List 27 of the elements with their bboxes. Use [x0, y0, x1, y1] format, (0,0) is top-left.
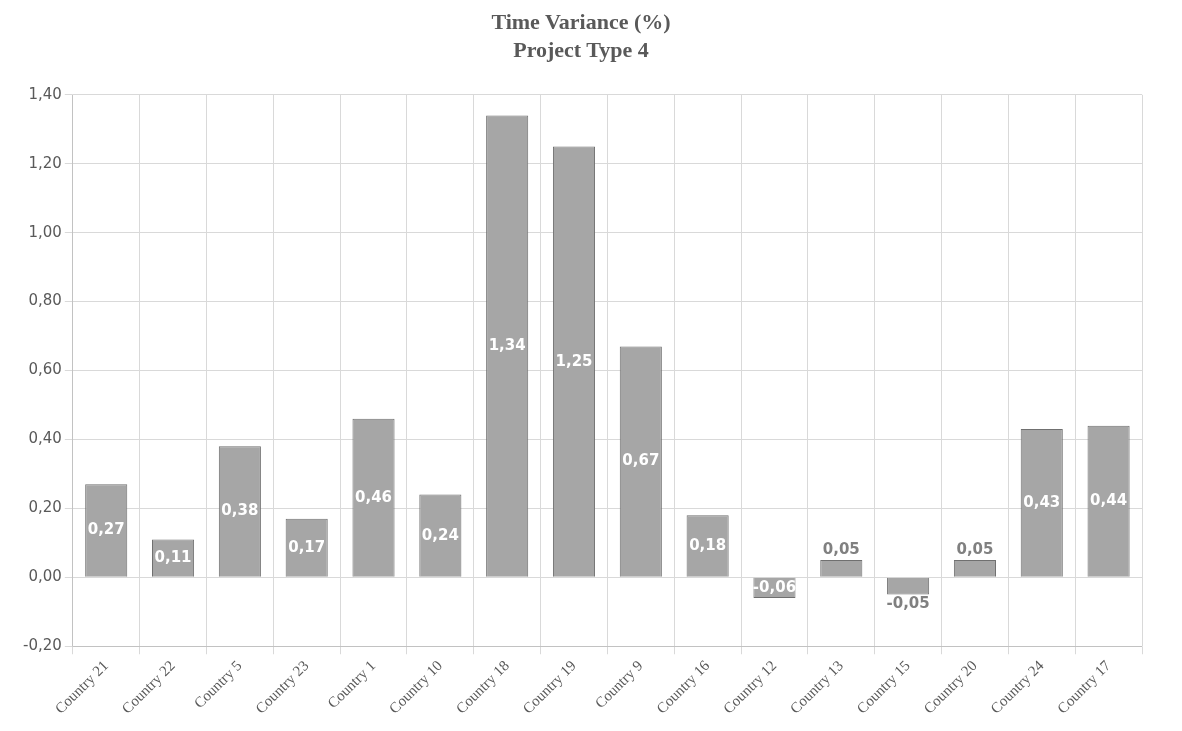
data-label: 0,24 [421, 525, 459, 544]
y-tick-label: 0,20 [28, 498, 62, 517]
data-label: -0,06 [752, 577, 797, 596]
data-label: 1,25 [555, 351, 593, 370]
y-tick-label: 1,00 [28, 222, 62, 241]
data-label: 0,18 [689, 535, 727, 554]
data-label: 0,44 [1090, 491, 1128, 510]
data-label: 0,38 [221, 501, 259, 520]
data-label: 0,67 [622, 451, 660, 470]
data-label: -0,05 [886, 594, 930, 613]
y-tick-label: -0,20 [23, 636, 62, 655]
data-label: 0,05 [822, 539, 860, 558]
y-tick-label: 0,80 [28, 291, 62, 310]
y-tick-label: 0,60 [28, 360, 62, 379]
y-tick-label: 1,40 [28, 84, 62, 103]
y-tick-label: 0,40 [28, 429, 62, 448]
data-label: 0,43 [1023, 492, 1061, 511]
chart-subtitle: Project Type 4 [513, 37, 649, 63]
chart-title: Time Variance (%) [491, 8, 671, 34]
data-label: 0,27 [87, 520, 125, 539]
y-tick-label: 0,00 [28, 567, 62, 586]
data-label: 0,11 [154, 548, 192, 566]
y-tick-label: 1,20 [28, 153, 62, 172]
data-label: 0,17 [288, 537, 326, 556]
data-label: 1,34 [488, 336, 526, 355]
data-label: 0,05 [956, 539, 994, 558]
data-label: 0,46 [355, 487, 393, 506]
